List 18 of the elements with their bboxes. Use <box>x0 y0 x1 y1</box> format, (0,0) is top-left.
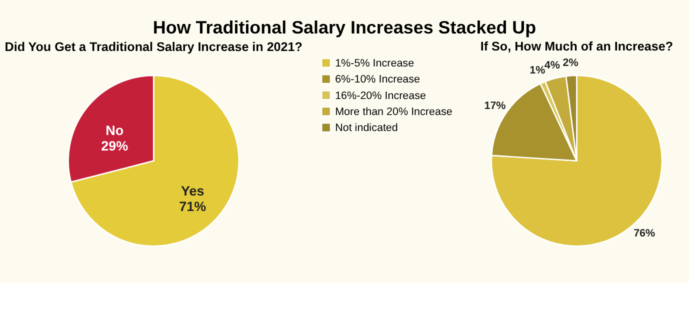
chart-subtitle: Did You Get a Traditional Salary Increase in 2021? <box>4 40 302 54</box>
chart-title: If So, How Much of an Increase? <box>480 40 674 54</box>
data-label: 71% <box>179 198 206 214</box>
data-label: 17% <box>484 100 506 112</box>
data-label: 76% <box>634 227 656 240</box>
data-label: 29% <box>101 138 128 154</box>
legend-label: More than 20% Increase <box>335 106 452 118</box>
pie-slice <box>70 74 240 247</box>
data-label: 1% <box>530 64 546 77</box>
slice-label: No <box>106 123 124 138</box>
slice-label: Yes <box>181 184 204 199</box>
data-label: 4% <box>544 60 560 72</box>
data-label: 2% <box>562 56 579 69</box>
legend-label: 6%-10% Increase <box>335 74 420 86</box>
text: How Traditional Salary Increases Stacked Up <box>152 17 536 38</box>
legend-label: 1%-5% Increase <box>335 57 414 70</box>
legend-label: 16%-20% Increase <box>335 90 426 102</box>
legend-label: Not indicated <box>335 122 398 134</box>
